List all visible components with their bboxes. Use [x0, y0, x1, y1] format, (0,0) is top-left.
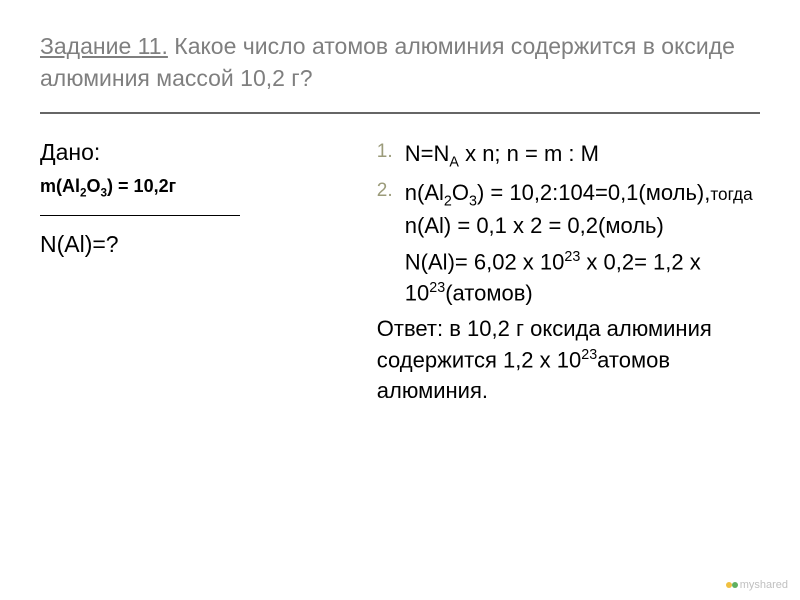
problem-title: Задание 11. Какое число атомов алюминия …	[40, 30, 760, 94]
watermark-text: myshared	[740, 579, 788, 591]
watermark-icon	[725, 578, 739, 592]
divider-line	[40, 215, 240, 216]
find-line: N(Al)=?	[40, 231, 357, 258]
watermark: myshared	[725, 578, 788, 592]
step-2: n(Al2O3) = 10,2:104=0,1(моль),тогда n(Al…	[377, 178, 760, 242]
given-mass: m(Al2O3) = 10,2г	[40, 176, 357, 200]
given-column: Дано: m(Al2O3) = 10,2г N(Al)=?	[40, 139, 357, 407]
content-area: Дано: m(Al2O3) = 10,2г N(Al)=? N=NA x n;…	[40, 139, 760, 407]
step-3: N(Al)= 6,02 x 1023 x 0,2= 1,2 x 1023(ато…	[377, 247, 760, 309]
answer-text: Ответ: в 10,2 г оксида алюминия содержит…	[377, 314, 760, 407]
task-number: Задание 11.	[40, 33, 168, 59]
given-label: Дано:	[40, 139, 357, 166]
step-1: N=NA x n; n = m : M	[377, 139, 760, 172]
solution-list: N=NA x n; n = m : M n(Al2O3) = 10,2:104=…	[377, 139, 760, 242]
solution-column: N=NA x n; n = m : M n(Al2O3) = 10,2:104=…	[377, 139, 760, 407]
title-block: Задание 11. Какое число атомов алюминия …	[40, 30, 760, 114]
